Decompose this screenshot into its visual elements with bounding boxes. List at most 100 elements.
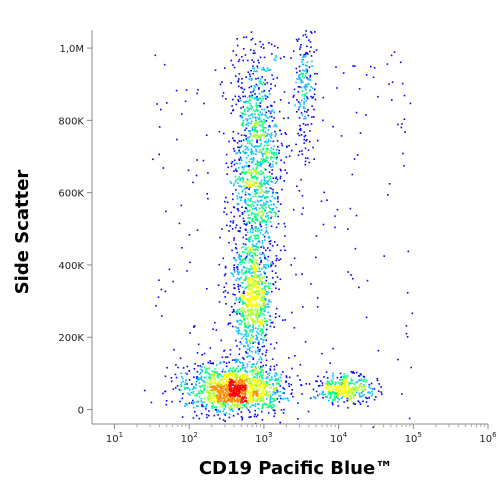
event-dot	[267, 259, 269, 262]
event-dot	[253, 252, 255, 254]
event-dot	[251, 225, 253, 227]
event-dot	[242, 294, 245, 296]
event-dot	[261, 100, 263, 102]
event-dot	[235, 390, 238, 393]
event-dot	[182, 380, 184, 383]
event-dot	[330, 385, 332, 387]
event-dot	[236, 367, 238, 370]
event-dot	[255, 172, 257, 174]
event-dot	[248, 279, 250, 282]
event-dot	[240, 390, 242, 392]
event-dot	[397, 358, 399, 361]
event-dot	[344, 388, 347, 390]
event-dot	[227, 377, 229, 379]
event-dot	[270, 110, 272, 113]
event-dot	[205, 381, 208, 384]
event-dot	[359, 403, 362, 405]
event-dot	[243, 261, 245, 264]
event-dot	[212, 385, 215, 387]
event-dot	[247, 293, 250, 295]
event-dot	[209, 380, 211, 382]
event-dot	[262, 266, 265, 268]
event-dot	[299, 46, 302, 48]
event-dot	[208, 373, 210, 375]
event-dot	[225, 401, 227, 403]
event-dot	[306, 139, 308, 141]
event-dot	[307, 83, 310, 85]
event-dot	[333, 385, 335, 387]
event-dot	[201, 354, 203, 356]
event-dot	[219, 236, 221, 239]
event-dot	[251, 309, 253, 311]
event-dot	[275, 387, 278, 389]
event-dot	[221, 383, 224, 386]
event-dot	[238, 196, 241, 199]
event-dot	[257, 67, 259, 69]
event-dot	[293, 88, 296, 91]
event-dot	[335, 390, 337, 392]
event-dot	[256, 131, 258, 134]
event-dot	[260, 199, 263, 202]
event-dot	[336, 208, 339, 211]
event-dot	[306, 97, 309, 100]
event-dot	[230, 388, 233, 391]
event-dot	[242, 314, 245, 317]
event-dot	[252, 357, 255, 360]
event-dot	[224, 200, 226, 203]
event-dot	[245, 332, 247, 335]
event-dot	[251, 290, 253, 293]
event-dot	[216, 387, 218, 389]
event-dot	[264, 168, 267, 171]
event-dot	[306, 96, 308, 98]
event-dot	[251, 248, 254, 250]
event-dot	[291, 311, 293, 314]
event-dot	[248, 396, 251, 399]
event-dot	[245, 269, 248, 272]
event-dot	[262, 43, 264, 46]
event-dot	[214, 379, 216, 381]
event-dot	[156, 103, 158, 105]
event-dot	[243, 329, 246, 332]
event-dot	[306, 86, 308, 88]
event-dot	[260, 46, 263, 48]
event-dot	[313, 396, 316, 398]
event-dot	[209, 378, 212, 380]
event-dot	[243, 251, 246, 254]
event-dot	[328, 382, 331, 385]
event-dot	[270, 166, 272, 168]
event-dot	[306, 76, 308, 79]
event-dot	[268, 133, 270, 136]
event-dot	[202, 363, 204, 365]
event-dot	[331, 380, 333, 383]
event-dot	[261, 113, 264, 115]
event-dot	[256, 294, 259, 297]
event-dot	[342, 377, 345, 379]
event-dot	[200, 375, 203, 378]
event-dot	[271, 406, 274, 409]
event-dot	[304, 341, 307, 343]
event-dot	[244, 329, 247, 331]
event-dot	[256, 297, 259, 300]
event-dot	[334, 381, 337, 384]
event-dot	[241, 396, 244, 398]
event-dot	[209, 377, 212, 379]
event-dot	[288, 144, 290, 147]
event-dot	[306, 69, 309, 71]
event-dot	[299, 105, 301, 108]
event-dot	[265, 258, 268, 260]
event-dot	[314, 88, 316, 91]
event-dot	[325, 383, 327, 385]
event-dot	[272, 160, 274, 163]
event-dot	[271, 181, 273, 183]
event-dot	[266, 156, 269, 159]
event-dot	[233, 239, 235, 241]
event-dot	[350, 396, 352, 399]
event-dot	[230, 162, 233, 165]
event-dot	[268, 237, 271, 239]
event-dot	[255, 351, 257, 354]
event-dot	[348, 381, 351, 384]
event-dot	[250, 337, 252, 340]
event-dot	[252, 282, 254, 284]
event-dot	[193, 368, 196, 370]
event-dot	[238, 408, 241, 410]
